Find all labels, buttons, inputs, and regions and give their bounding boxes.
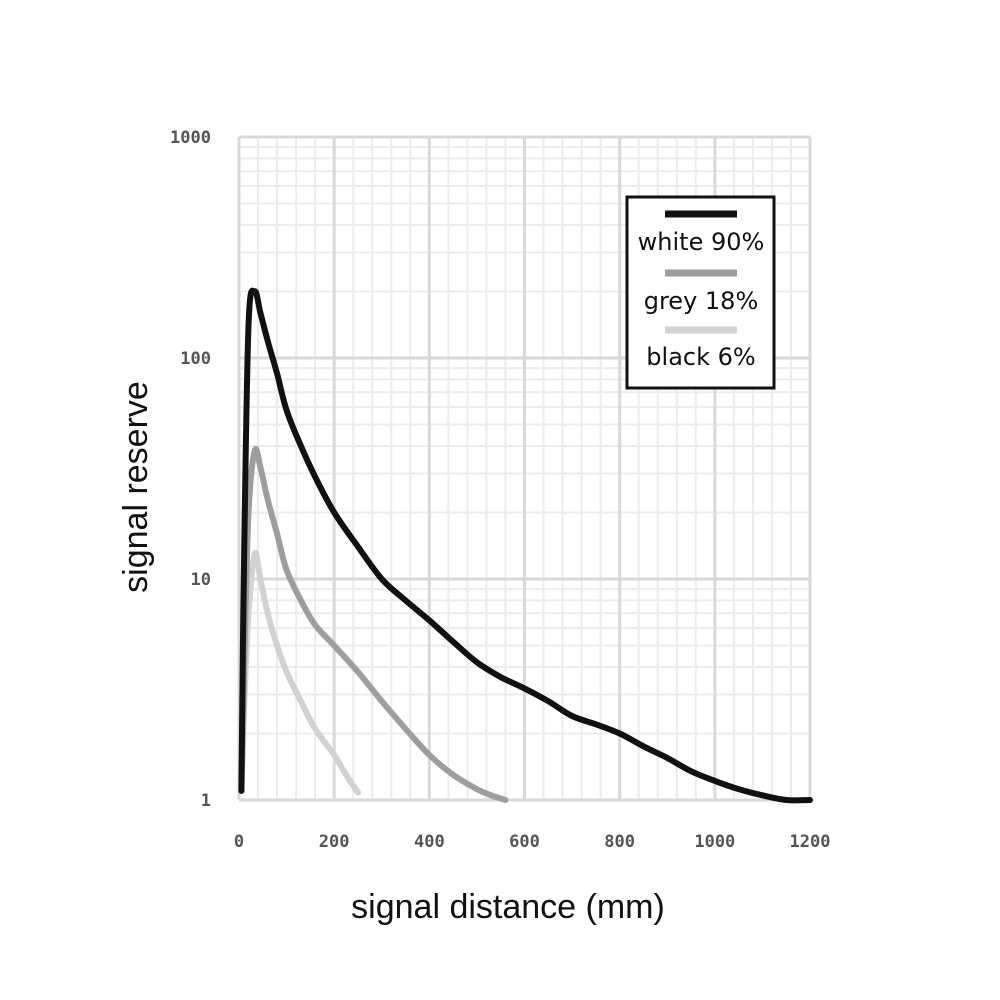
y-tick-label: 1000 [170,128,211,148]
legend: white 90% grey 18% black 6% [625,195,776,390]
legend-label-black: black 6% [646,343,755,371]
series-line-white [238,287,813,804]
x-axis-title: signal distance (mm) [351,888,665,926]
x-tick-label: 400 [414,832,445,852]
x-tick-label: 1200 [790,832,831,852]
legend-label-white: white 90% [638,228,765,256]
x-tick-label: 0 [234,832,244,852]
series-lines [238,287,813,804]
y-tick-label: 10 [191,570,211,590]
tick-labels: 0 200 400 600 800 1000 1200 1 10 100 1000 [170,128,830,852]
x-tick-label: 200 [319,832,350,852]
legend-label-grey: grey 18% [644,287,759,315]
y-axis-title: signal reserve [117,381,155,593]
x-tick-label: 800 [604,832,635,852]
y-tick-label: 100 [180,349,211,369]
legend-box [625,195,776,390]
y-tick-label: 1 [201,791,211,811]
x-tick-label: 600 [509,832,540,852]
series-line-grey [238,446,509,803]
x-tick-label: 1000 [694,832,735,852]
